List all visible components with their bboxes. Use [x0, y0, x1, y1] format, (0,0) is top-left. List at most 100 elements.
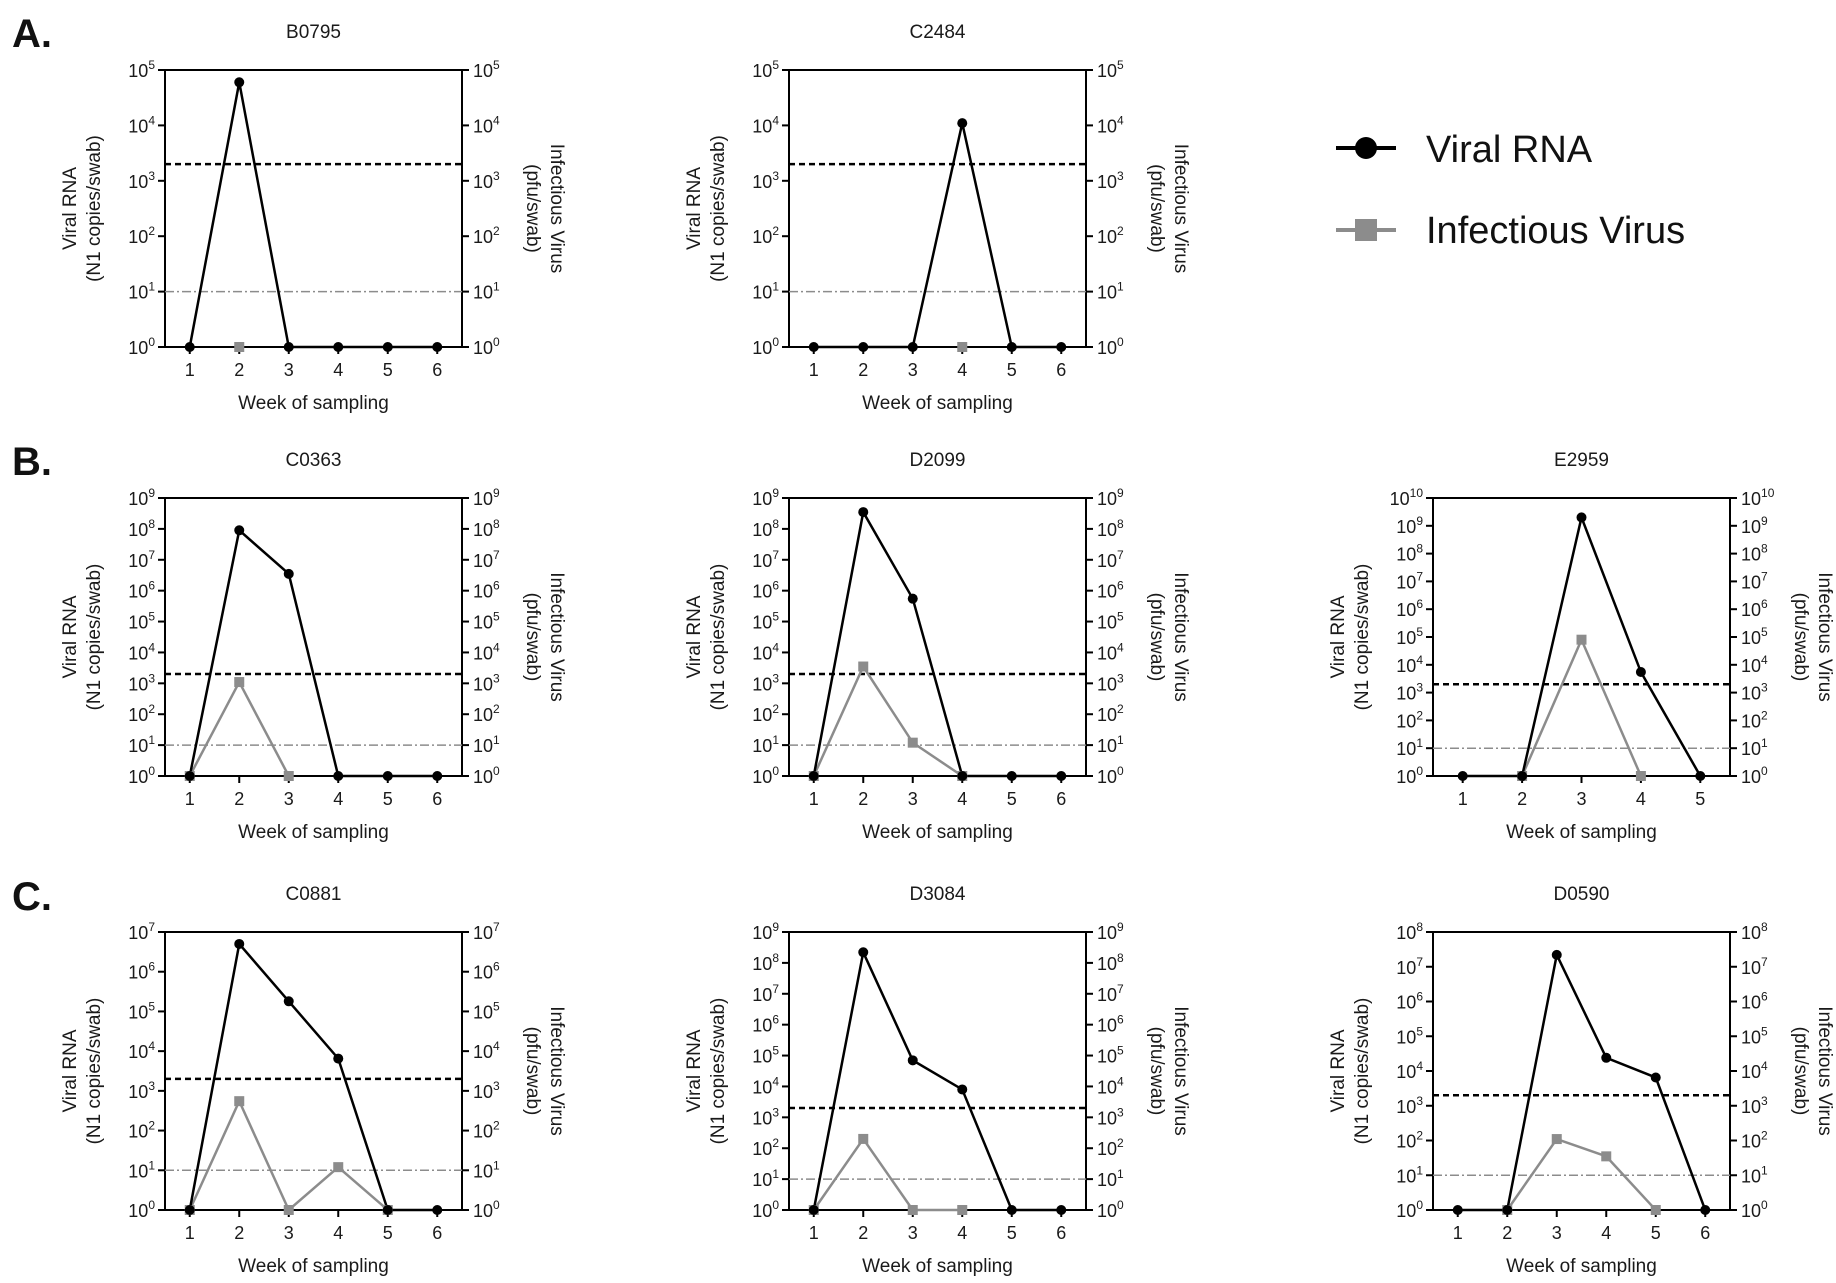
y-tick-label-right: 105: [473, 610, 500, 633]
y-axis-label-left-line1: Viral RNA: [1328, 595, 1349, 678]
y-axis-label-left: Viral RNA (N1 copies/swab): [684, 135, 729, 282]
y-tick-label-right: 104: [1097, 640, 1124, 663]
x-tick-label: 6: [432, 360, 442, 380]
y-tick-label-left: 105: [752, 58, 779, 81]
chart-D3084: D3084 100 100 101 101 102 102 103 103 104 104 105 10…: [684, 884, 1191, 1277]
y-axis-label-left-line2: (N1 copies/swab): [708, 135, 729, 282]
point-infectious-virus: [1576, 634, 1587, 645]
legend-rna-marker: [1355, 137, 1377, 159]
chart-D2099: D2099 100 100 101 101 102 102 103 103 104 104 105 10…: [684, 450, 1191, 843]
x-tick-label: 4: [333, 789, 343, 809]
chart-title: B0795: [286, 22, 341, 43]
y-tick-label-right: 102: [1097, 1136, 1124, 1159]
point-infectious-virus: [1650, 1205, 1661, 1215]
point-viral-rna: [858, 342, 869, 352]
x-axis-label: Week of sampling: [238, 822, 389, 843]
series-line-viral-rna: [188, 82, 438, 349]
chart-E2959: E2959 100 100 101 101 102 102 103 103 104 104 105 10…: [1328, 450, 1835, 843]
point-viral-rna: [1452, 1205, 1463, 1215]
y-axis-label-right: Infectious Virus(pfu/swab): [1790, 572, 1835, 702]
point-infectious-virus: [283, 771, 294, 781]
chart-title: D3084: [910, 884, 966, 905]
y-axis-label-left-line1: Viral RNA: [684, 167, 705, 250]
y-tick-label-left: 107: [752, 982, 779, 1005]
point-infectious-virus: [1601, 1151, 1612, 1162]
point-viral-rna: [1056, 771, 1067, 781]
series-line-viral-rna: [188, 941, 438, 1212]
x-tick-label: 5: [1007, 789, 1017, 809]
series-line-viral-rna: [813, 122, 1062, 349]
series-line-viral-rna: [812, 508, 1062, 778]
x-tick-label: 6: [1056, 1223, 1066, 1243]
x-tick-label: 1: [185, 789, 195, 809]
y-tick-label-right: 101: [1097, 1167, 1124, 1190]
y-axis-label-left: Viral RNA (N1 copies/swab): [684, 998, 729, 1145]
point-viral-rna: [234, 525, 245, 536]
x-tick-label: 1: [809, 789, 819, 809]
legend-rna-label: Viral RNA: [1426, 129, 1593, 171]
x-tick-label: 1: [1458, 789, 1468, 809]
y-tick-label-left: 101: [752, 733, 779, 756]
point-viral-rna: [907, 1055, 918, 1066]
x-tick-label: 3: [908, 789, 918, 809]
point-infectious-virus: [957, 342, 968, 352]
point-viral-rna: [333, 1053, 344, 1064]
point-viral-rna: [957, 771, 968, 781]
y-tick-label-left: 106: [752, 1013, 779, 1036]
x-tick-label: 5: [383, 1223, 393, 1243]
y-tick-label-right: 109: [1097, 920, 1124, 943]
x-tick-label: 5: [1695, 789, 1705, 809]
y-tick-label-left: 106: [752, 579, 779, 602]
point-viral-rna: [432, 771, 443, 781]
y-tick-label-right: 107: [473, 920, 500, 943]
y-tick-label-left: 106: [128, 960, 155, 983]
point-viral-rna: [808, 771, 819, 781]
y-tick-label-right: 100: [473, 1198, 500, 1221]
y-axis-label-right-line2: (pfu/swab): [1146, 593, 1167, 682]
y-tick-label-left: 102: [752, 702, 779, 725]
x-tick-label: 6: [1700, 1223, 1710, 1243]
x-axis-label: Week of sampling: [238, 1256, 389, 1277]
y-tick-label-right: 101: [1741, 1163, 1768, 1186]
y-tick-label-left: 103: [1396, 681, 1423, 704]
y-tick-label-left: 101: [128, 733, 155, 756]
y-tick-label-left: 104: [128, 113, 155, 136]
y-tick-label-left: 104: [752, 640, 779, 663]
y-tick-label-right: 109: [1097, 486, 1124, 509]
y-tick-label-left: 103: [752, 1105, 779, 1128]
y-tick-label-left: 109: [752, 920, 779, 943]
y-tick-label-right: 102: [1097, 702, 1124, 725]
x-tick-label: 2: [234, 1223, 244, 1243]
y-tick-label-left: 104: [1396, 653, 1423, 676]
y-tick-label-right: 105: [473, 58, 500, 81]
y-tick-label-left: 107: [752, 548, 779, 571]
x-tick-label: 3: [908, 1223, 918, 1243]
x-tick-label: 4: [957, 360, 967, 380]
x-tick-label: 5: [383, 789, 393, 809]
point-infectious-virus: [283, 1205, 294, 1215]
y-tick-label-right: 107: [1097, 548, 1124, 571]
y-axis-label-left: Viral RNA (N1 copies/swab): [1328, 998, 1373, 1145]
point-viral-rna: [1700, 1205, 1711, 1215]
point-viral-rna: [1457, 771, 1468, 781]
y-tick-label-left: 100: [1396, 1198, 1423, 1221]
x-tick-label: 1: [1453, 1223, 1463, 1243]
point-viral-rna: [283, 568, 294, 579]
y-tick-label-left: 102: [752, 224, 779, 247]
chart-title: D2099: [910, 450, 966, 471]
y-tick-label-right: 106: [1741, 990, 1768, 1013]
x-tick-label: 4: [333, 360, 343, 380]
y-tick-label-left: 102: [752, 1136, 779, 1159]
y-tick-label-left: 100: [752, 1198, 779, 1221]
x-axis-label: Week of sampling: [862, 393, 1013, 414]
point-viral-rna: [283, 996, 294, 1007]
y-axis-label-right-line1: Infectious Virus: [1814, 572, 1835, 702]
y-tick-label-left: 103: [128, 671, 155, 694]
chart-title: D0590: [1554, 884, 1610, 905]
y-tick-label-left: 105: [752, 610, 779, 633]
y-tick-label-right: 101: [1741, 736, 1768, 759]
y-axis-label-right: Infectious Virus(pfu/swab): [1790, 1006, 1835, 1136]
y-tick-label-right: 106: [1741, 597, 1768, 620]
x-tick-label: 1: [185, 360, 195, 380]
y-tick-label-right: 100: [473, 764, 500, 787]
